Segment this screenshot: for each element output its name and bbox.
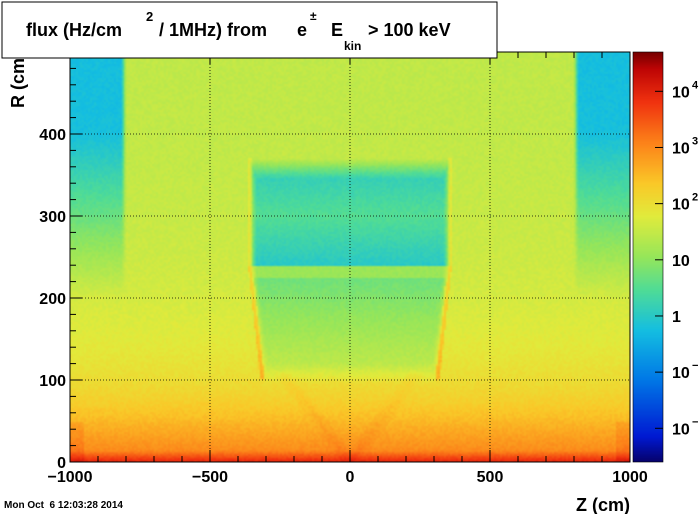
- title-sup2: 2: [146, 9, 153, 24]
- x-tick-label: −500: [192, 469, 228, 486]
- y-tick-label: 300: [39, 209, 66, 226]
- title-ekin-e: E: [331, 20, 343, 40]
- x-tick-label: 0: [346, 469, 355, 486]
- colorbar-label-exponent: 2: [692, 192, 698, 204]
- colorbar: [633, 52, 663, 462]
- x-tick-label: −1000: [48, 469, 93, 486]
- chart-title: flux (Hz/cm 2 / 1MHz) from e ± E kin > 1…: [26, 9, 451, 53]
- colorbar-label: 10: [672, 365, 690, 382]
- title-particle: e: [297, 20, 307, 40]
- timestamp: Mon Oct 6 12:03:28 2014: [4, 500, 123, 511]
- y-axis-title: R (cm): [8, 52, 28, 108]
- y-tick-label: 200: [39, 291, 66, 308]
- colorbar-label: 10: [672, 253, 690, 270]
- x-axis-title: Z (cm): [576, 495, 630, 514]
- title-particle-sup: ±: [310, 9, 317, 23]
- y-tick-label: 100: [39, 373, 66, 390]
- title-box: [1, 1, 498, 59]
- colorbar-label: 10: [672, 140, 690, 157]
- colorbar-label: 1: [672, 309, 681, 326]
- title-mid: / 1MHz) from: [159, 20, 267, 40]
- colorbar-label-exponent: 4: [692, 79, 699, 91]
- colorbar-label-exponent: 3: [692, 135, 698, 147]
- y-tick-label: 0: [57, 455, 66, 472]
- title-prefix: flux (Hz/cm: [26, 20, 122, 40]
- colorbar-label: 10: [672, 197, 690, 214]
- x-tick-label: 500: [477, 469, 504, 486]
- colorbar-label-exponent: −: [692, 416, 698, 428]
- colorbar-frame: [632, 51, 664, 463]
- colorbar-label-exponent: −: [692, 360, 698, 372]
- y-tick-label: 400: [39, 127, 66, 144]
- y-tick-labels: 0 100 200 300 400: [39, 127, 66, 472]
- x-tick-label: 1000: [612, 469, 648, 486]
- colorbar-label: 10: [672, 84, 690, 101]
- grid-lines: [70, 52, 630, 462]
- x-tick-labels: −1000 −500 0 500 1000: [48, 469, 648, 486]
- title-suffix: > 100 keV: [368, 20, 451, 40]
- colorbar-label: 10: [672, 421, 690, 438]
- title-ekin-sub: kin: [344, 39, 361, 53]
